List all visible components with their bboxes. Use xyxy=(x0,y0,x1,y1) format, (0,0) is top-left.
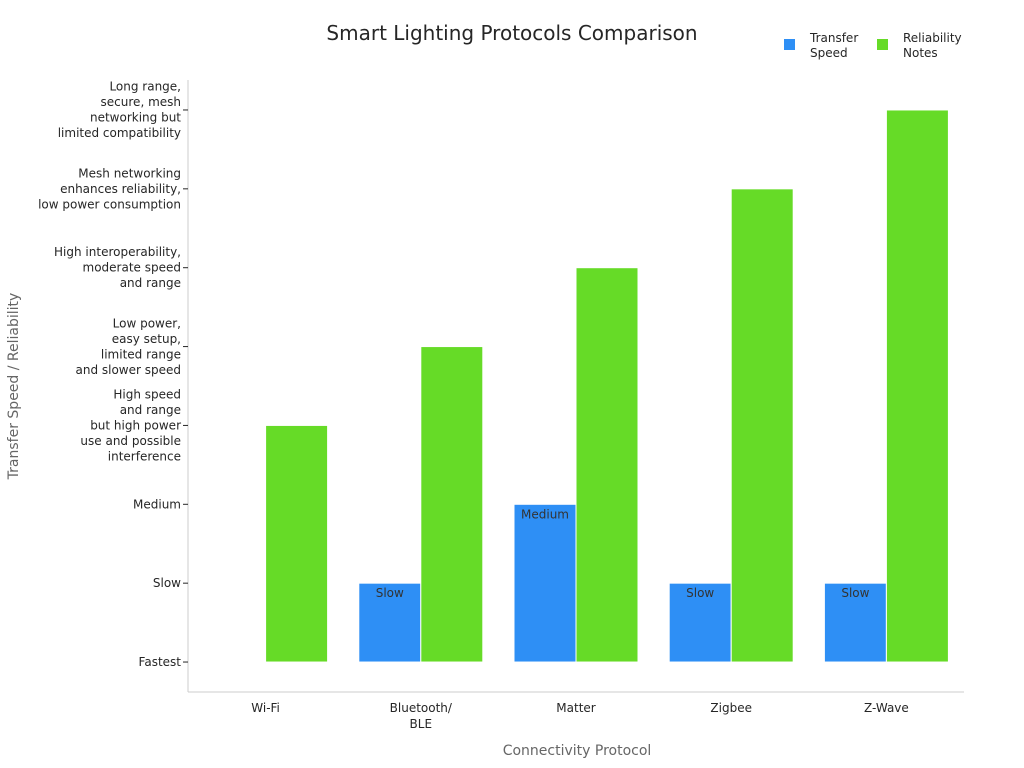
y-tick-label: Mesh networking enhances reliability, low … xyxy=(38,166,181,211)
x-axis-label: Connectivity Protocol xyxy=(503,743,652,759)
x-tick-label: Zigbee xyxy=(710,701,752,715)
bar xyxy=(420,346,484,663)
bar xyxy=(668,582,732,663)
x-tick-label: Bluetooth/BLE xyxy=(390,701,453,731)
legend-label: Transfer Speed xyxy=(809,31,858,60)
y-tick-label: Slow xyxy=(153,576,181,590)
y-tick-label: Medium xyxy=(133,497,181,511)
bar xyxy=(823,582,887,663)
x-tick-label: Wi-Fi xyxy=(251,701,280,715)
bar xyxy=(575,267,639,663)
plot-area: Fastest Slow Medium High speed and range but … xyxy=(38,79,964,731)
y-tick-label: High speed and range but high power use and… xyxy=(80,387,181,463)
bar xyxy=(885,109,949,663)
bar-data-label: Slow xyxy=(686,586,714,600)
legend-label: Reliability Notes xyxy=(903,31,962,60)
x-tick-label: Matter xyxy=(556,701,596,715)
y-tick-label: Low power, easy setup, limited range and sl… xyxy=(75,316,181,377)
bar xyxy=(513,503,577,663)
chart-title: Smart Lighting Protocols Comparison xyxy=(326,21,697,45)
bar-data-label: Slow xyxy=(841,586,869,600)
bar-data-label: Slow xyxy=(376,586,404,600)
y-axis-label: Transfer Speed / Reliability xyxy=(6,293,22,481)
y-tick-label: Fastest xyxy=(139,655,182,669)
legend-swatch xyxy=(877,39,888,50)
bar xyxy=(730,188,794,663)
y-tick-label: Long range, secure, mesh networking but lim… xyxy=(58,79,182,140)
bar-data-label: Medium xyxy=(521,507,569,521)
bar xyxy=(265,424,329,663)
x-tick-label: Z-Wave xyxy=(864,701,909,715)
legend: Transfer Speed Reliability Notes xyxy=(784,31,962,60)
y-tick-label: High interoperability, moderate speed and … xyxy=(54,245,181,290)
legend-swatch xyxy=(784,39,795,50)
